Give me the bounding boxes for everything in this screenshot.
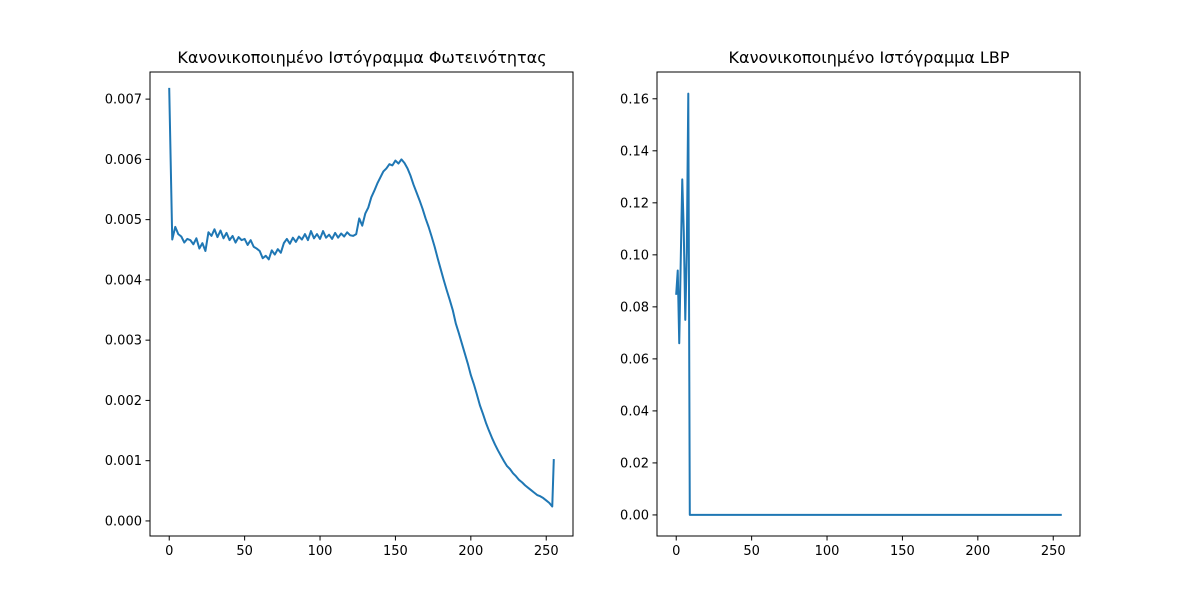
brightness-histogram-chart: Κανονικοποιημένο Ιστόγραμμα Φωτεινότητας… — [105, 48, 574, 559]
chart-title: Κανονικοποιημένο Ιστόγραμμα Φωτεινότητας — [177, 48, 546, 67]
y-tick-label: 0.08 — [620, 300, 649, 315]
y-tick-label: 0.10 — [620, 248, 649, 263]
y-tick-label: 0.12 — [620, 196, 649, 211]
x-tick-label: 50 — [236, 544, 253, 559]
x-tick-label: 200 — [458, 544, 483, 559]
chart-title: Κανονικοποιημένο Ιστόγραμμα LBP — [729, 48, 1010, 67]
x-tick-label: 250 — [534, 544, 559, 559]
x-tick-label: 0 — [672, 544, 680, 559]
x-tick-label: 150 — [383, 544, 408, 559]
y-tick-label: 0.000 — [105, 514, 142, 529]
plot-frame — [149, 71, 574, 537]
x-tick-label: 0 — [165, 544, 173, 559]
y-tick-label: 0.02 — [620, 456, 649, 471]
x-tick-label: 100 — [815, 544, 840, 559]
x-tick-label: 200 — [965, 544, 990, 559]
y-tick-label: 0.14 — [620, 144, 649, 159]
y-tick-label: 0.00 — [620, 508, 649, 523]
y-tick-label: 0.005 — [105, 213, 142, 228]
y-tick-label: 0.04 — [620, 404, 649, 419]
y-tick-label: 0.002 — [105, 394, 142, 409]
y-tick-label: 0.16 — [620, 92, 649, 107]
y-tick-label: 0.004 — [105, 273, 142, 288]
y-tick-label: 0.003 — [105, 334, 142, 349]
plot-frame — [656, 71, 1081, 537]
y-tick-label: 0.06 — [620, 352, 649, 367]
y-tick-label: 0.006 — [105, 153, 142, 168]
series-line — [168, 87, 555, 508]
x-tick-label: 150 — [890, 544, 915, 559]
y-tick-label: 0.001 — [105, 454, 142, 469]
series-line — [675, 92, 1062, 516]
y-tick-label: 0.007 — [105, 93, 142, 108]
x-tick-label: 50 — [743, 544, 760, 559]
x-tick-label: 100 — [308, 544, 333, 559]
lbp-histogram-chart: Κανονικοποιημένο Ιστόγραμμα LBP 0 50 100 15… — [620, 48, 1081, 559]
x-tick-label: 250 — [1041, 544, 1066, 559]
